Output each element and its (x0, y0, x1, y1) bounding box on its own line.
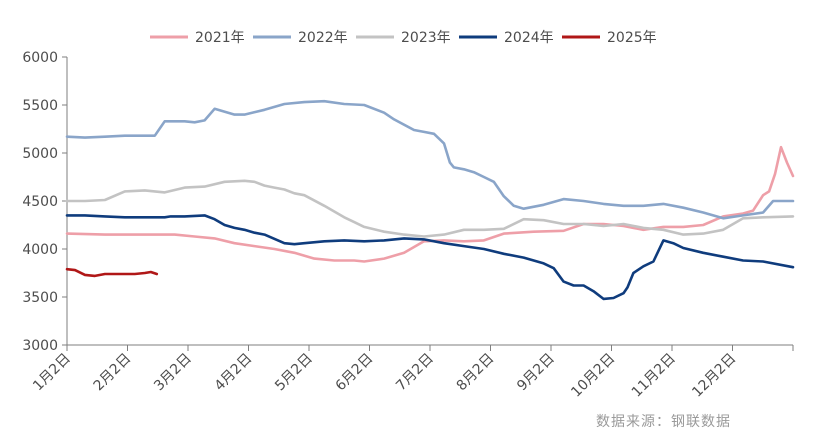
series-line-2023 (65, 179, 795, 238)
y-tick-label: 6000 (22, 50, 58, 66)
x-tick-label: 2月2日 (91, 351, 135, 395)
y-tick-label: 5500 (22, 98, 58, 114)
legend-label-2021: 2021年 (195, 30, 245, 46)
x-axis: 1月2日 2月2日 3月2日 4月2日 5月2日 6月2日 7月2日 8月2日 9月2日 10月2… (30, 345, 794, 401)
x-tick-label: 7月2日 (393, 351, 437, 395)
series-line-2021 (65, 145, 795, 263)
y-axis: 3000 3500 4000 4500 5000 5500 6000 (22, 50, 67, 354)
x-tick-label: 5月2日 (272, 351, 316, 395)
y-tick-label: 5000 (22, 146, 58, 162)
x-tick-label: 9月2日 (514, 351, 558, 395)
x-tick-label: 4月2日 (212, 351, 256, 395)
x-tick-label: 3月2日 (151, 351, 195, 395)
source-note: 数据来源：钢联数据 (596, 414, 731, 430)
x-tick-label: 8月2日 (454, 351, 498, 395)
y-tick-label: 4000 (22, 242, 58, 258)
series-line-2022 (65, 99, 795, 220)
y-tick-label: 3000 (22, 338, 58, 354)
series-line-2025 (65, 267, 159, 278)
x-tick-label: 10月2日 (568, 351, 618, 401)
y-tick-label: 4500 (22, 194, 58, 210)
legend-label-2024: 2024年 (504, 30, 554, 46)
legend-label-2025: 2025年 (607, 30, 657, 46)
series-line-2024 (65, 214, 795, 301)
x-tick-label: 6月2日 (333, 351, 377, 395)
legend-label-2023: 2023年 (401, 30, 451, 46)
y-tick-label: 3500 (22, 290, 58, 306)
x-tick-label: 1月2日 (30, 351, 74, 395)
x-tick-label: 11月2日 (629, 351, 679, 401)
series-lines (65, 99, 795, 301)
x-tick-label: 12月2日 (689, 351, 739, 401)
legend-label-2022: 2022年 (298, 30, 348, 46)
legend: 2021年 2022年 2023年 2024年 2025年 (150, 30, 657, 46)
